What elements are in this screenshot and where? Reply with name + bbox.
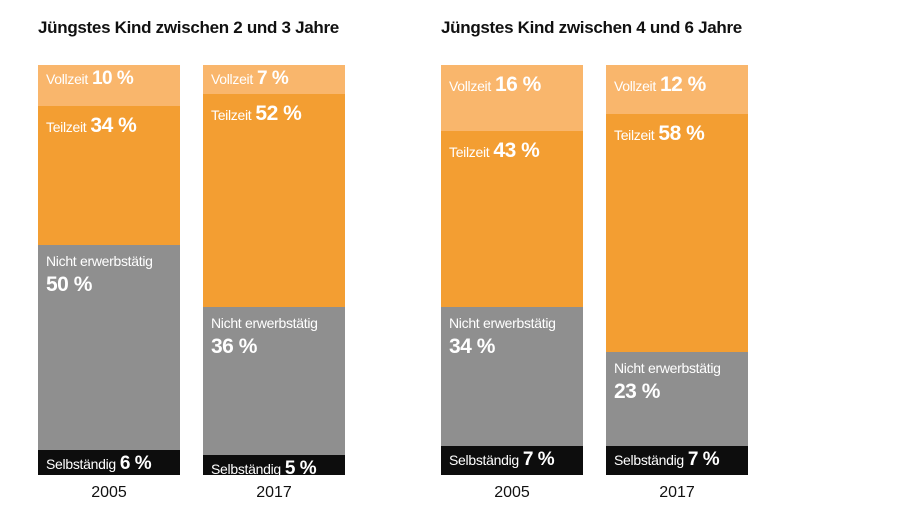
segment-label: Vollzeit 7 % (211, 68, 289, 90)
segment-label: Vollzeit 12 % (614, 73, 706, 97)
segment-name: Nicht erwerbstätig (211, 315, 318, 331)
data-label: 7 % (687, 449, 720, 470)
bar-segment-selbststaendig: Selbständig 6 % (38, 450, 180, 475)
data-label: 36 % (211, 335, 257, 359)
bar-segment-nicht-erwerbstaetig: Nicht erwerbstätig 23 % (606, 352, 748, 446)
segment-label: Vollzeit 16 % (449, 73, 541, 97)
segment-name: Teilzeit (46, 119, 87, 135)
data-label: 34 % (449, 335, 495, 359)
bar-segment-vollzeit: Vollzeit 10 % (38, 65, 180, 106)
segment-label: Teilzeit 52 % (211, 102, 302, 126)
segment-name: Teilzeit (614, 127, 655, 143)
segment-name: Selbständig (211, 461, 281, 475)
segment-name: Teilzeit (449, 144, 490, 160)
x-tick-label: 2005 (494, 484, 530, 501)
segment-name: Selbständig (449, 452, 519, 468)
segment-name: Vollzeit (614, 78, 656, 94)
data-label: 58 % (658, 122, 705, 145)
segment-name: Nicht erwerbstätig (614, 360, 721, 376)
segment-label: Nicht erwerbstätig 50 % (46, 253, 153, 298)
stacked-bar-2005: Vollzeit 10 % Teilzeit 34 % Nicht erwerbstät… (38, 65, 180, 475)
bar-segment-teilzeit: Teilzeit 43 % (441, 131, 583, 307)
segment-label: Selbständig 7 % (449, 449, 555, 471)
x-tick-label: 2005 (91, 484, 127, 501)
bar-segment-teilzeit: Teilzeit 34 % (38, 106, 180, 245)
bar-segment-selbststaendig: Selbständig 5 % (203, 455, 345, 475)
bar-segment-vollzeit: Vollzeit 7 % (203, 65, 345, 94)
data-label: 7 % (256, 68, 289, 89)
chart-title: Jüngstes Kind zwischen 4 und 6 Jahre (441, 18, 742, 37)
segment-label: Teilzeit 34 % (46, 114, 137, 138)
data-label: 50 % (46, 273, 92, 297)
data-label: 10 % (91, 68, 134, 89)
data-label: 34 % (90, 114, 137, 137)
segment-label: Nicht erwerbstätig 36 % (211, 315, 318, 360)
bar-segment-selbststaendig: Selbständig 7 % (441, 446, 583, 475)
chart-title: Jüngstes Kind zwischen 2 und 3 Jahre (38, 18, 339, 37)
segment-name: Selbständig (46, 456, 116, 472)
bar-segment-nicht-erwerbstaetig: Nicht erwerbstätig 36 % (203, 307, 345, 455)
segment-label: Vollzeit 10 % (46, 68, 134, 90)
data-label: 52 % (255, 102, 302, 125)
data-label: 6 % (119, 453, 152, 474)
data-label: 5 % (284, 458, 317, 475)
bar-segment-teilzeit: Teilzeit 52 % (203, 94, 345, 307)
segment-label: Selbständig 6 % (46, 453, 152, 475)
stacked-bar-2005: Vollzeit 16 % Teilzeit 43 % Nicht erwerbstät… (441, 65, 583, 475)
data-label: 16 % (494, 73, 541, 96)
segment-label: Teilzeit 43 % (449, 139, 540, 163)
bar-segment-vollzeit: Vollzeit 16 % (441, 65, 583, 131)
segment-name: Vollzeit (46, 71, 88, 87)
segment-name: Nicht erwerbstätig (449, 315, 556, 331)
segment-name: Teilzeit (211, 107, 252, 123)
bar-segment-vollzeit: Vollzeit 12 % (606, 65, 748, 114)
segment-label: Nicht erwerbstätig 23 % (614, 360, 721, 405)
x-tick-label: 2017 (256, 484, 292, 501)
data-label: 12 % (659, 73, 706, 96)
segment-name: Selbständig (614, 452, 684, 468)
segment-label: Selbständig 7 % (614, 449, 720, 471)
stacked-bar-2017: Vollzeit 12 % Teilzeit 58 % Nicht erwerbstät… (606, 65, 748, 475)
segment-label: Nicht erwerbstätig 34 % (449, 315, 556, 360)
x-tick-label: 2017 (659, 484, 695, 501)
bar-segment-nicht-erwerbstaetig: Nicht erwerbstätig 50 % (38, 245, 180, 450)
stacked-bar-2017: Vollzeit 7 % Teilzeit 52 % Nicht erwerbstäti… (203, 65, 345, 475)
data-label: 23 % (614, 380, 660, 404)
segment-label: Teilzeit 58 % (614, 122, 705, 146)
bar-segment-selbststaendig: Selbständig 7 % (606, 446, 748, 475)
bar-segment-teilzeit: Teilzeit 58 % (606, 114, 748, 352)
segment-name: Nicht erwerbstätig (46, 253, 153, 269)
data-label: 43 % (493, 139, 540, 162)
segment-name: Vollzeit (211, 71, 253, 87)
segment-name: Vollzeit (449, 78, 491, 94)
bar-segment-nicht-erwerbstaetig: Nicht erwerbstätig 34 % (441, 307, 583, 446)
segment-label: Selbständig 5 % (211, 458, 317, 475)
data-label: 7 % (522, 449, 555, 470)
